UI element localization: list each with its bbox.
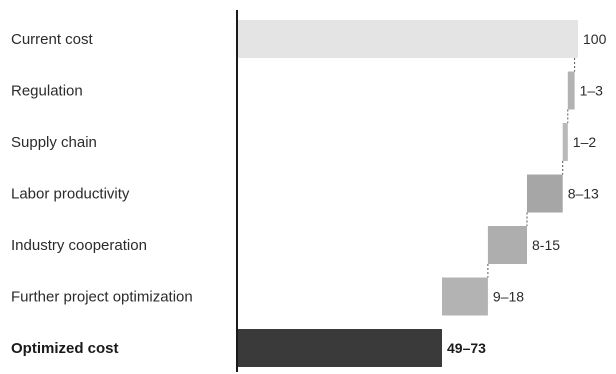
value-label-industry-cooperation: 8-15 xyxy=(532,237,560,253)
bar-labor-productivity xyxy=(527,174,563,213)
bar-industry-cooperation xyxy=(487,226,527,264)
category-label-further-project-optimization: Further project optimization xyxy=(11,289,193,306)
category-label-current-cost: Current cost xyxy=(11,31,94,48)
category-label-industry-cooperation: Industry cooperation xyxy=(11,237,147,254)
bar-current-cost xyxy=(238,20,578,58)
category-label-supply-chain: Supply chain xyxy=(11,134,97,151)
bar-further-project-optimization xyxy=(442,277,488,316)
bar-optimized-cost xyxy=(238,329,442,367)
value-label-current-cost: 100 xyxy=(583,31,607,47)
bar-regulation xyxy=(567,71,575,110)
value-label-labor-productivity: 8–13 xyxy=(568,186,599,202)
bars-layer xyxy=(238,20,578,367)
category-labels: Current cost Regulation Supply chain Labor … xyxy=(11,31,193,357)
category-label-labor-productivity: Labor productivity xyxy=(11,186,130,203)
value-labels: 100 1–3 1–2 8–13 8-15 9–18 49–73 xyxy=(447,31,607,356)
category-label-regulation: Regulation xyxy=(11,83,83,100)
category-label-optimized-cost: Optimized cost xyxy=(11,340,119,357)
bar-supply-chain xyxy=(562,123,568,161)
value-label-regulation: 1–3 xyxy=(580,83,604,99)
value-label-supply-chain: 1–2 xyxy=(573,134,597,150)
value-label-further-project-optimization: 9–18 xyxy=(493,289,524,305)
value-label-optimized-cost: 49–73 xyxy=(447,340,486,356)
